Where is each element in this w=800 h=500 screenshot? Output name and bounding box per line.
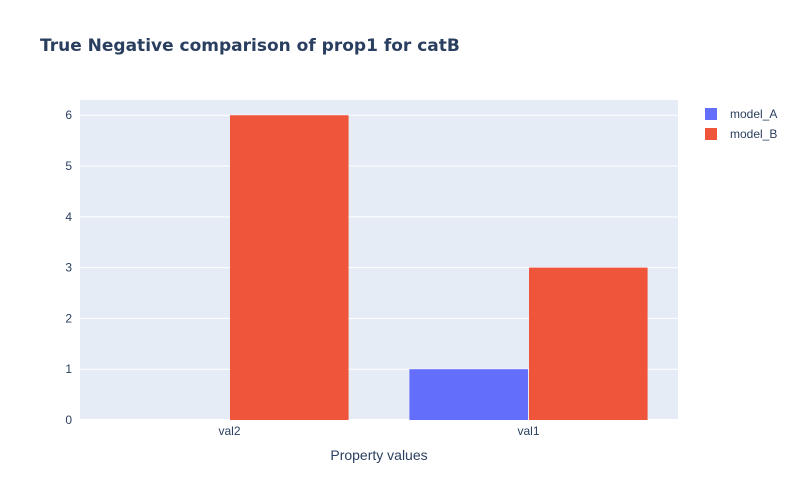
legend-item-model_A[interactable]: model_A [705,107,777,121]
y-axis-ticks: 0 1 2 3 4 5 6 [65,108,72,427]
x-axis-ticks: val2 val1 [218,424,539,438]
legend-swatch [705,108,717,120]
y-tick-label: 3 [65,261,72,275]
y-tick-label: 0 [65,413,72,427]
chart-title: True Negative comparison of prop1 for ca… [40,36,460,56]
legend[interactable]: model_A model_B [705,107,777,141]
legend-label: model_B [730,127,777,141]
bars [230,115,648,420]
bar-model_B-val1 [529,267,648,420]
x-axis-title: Property values [330,447,427,463]
x-tick-label: val2 [218,424,240,438]
y-tick-label: 6 [65,108,72,122]
y-tick-label: 2 [65,311,72,325]
y-tick-label: 4 [65,210,72,224]
x-tick-label: val1 [517,424,539,438]
legend-swatch [705,128,717,140]
y-tick-label: 1 [65,362,72,376]
legend-item-model_B[interactable]: model_B [705,127,777,141]
bar-model_A-val1 [409,369,528,420]
legend-label: model_A [730,107,777,121]
y-tick-label: 5 [65,159,72,173]
bar-model_B-val2 [230,115,349,420]
